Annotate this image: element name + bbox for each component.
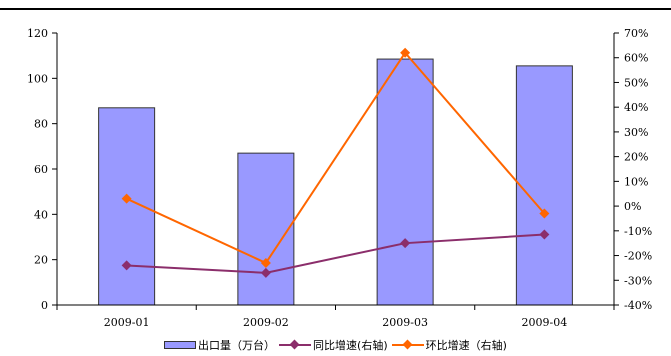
x-tick-label: 2009-03 bbox=[382, 316, 428, 329]
legend-item-exports: 出口量（万台） bbox=[164, 337, 275, 353]
legend-swatch-yoy bbox=[279, 339, 312, 350]
chart: 0 20 40 60 80 100 120 -40% -30% -20% -10% 0% 10% 20% 3… bbox=[0, 8, 671, 329]
y-tick-label-left: 0 bbox=[41, 299, 48, 312]
legend-item-yoy: 同比增速(右轴) bbox=[279, 337, 388, 353]
y-tick-label-left: 120 bbox=[27, 27, 48, 40]
x-tick-label: 2009-02 bbox=[243, 316, 289, 329]
y-tick-label-left: 60 bbox=[34, 163, 48, 176]
axes: 0 20 40 60 80 100 120 -40% -30% -20% -10% 0% 10% 20% 3… bbox=[27, 27, 652, 329]
legend-item-mom: 环比增速（右轴) bbox=[391, 337, 507, 353]
y-tick-label-left: 40 bbox=[34, 208, 48, 221]
x-tick-label: 2009-04 bbox=[522, 316, 568, 329]
y-tick-label-right: 70% bbox=[624, 27, 648, 40]
line-series-0 bbox=[126, 233, 545, 274]
marker-series-0-2009-02 bbox=[260, 267, 271, 278]
legend-label-yoy: 同比增速(右轴) bbox=[313, 339, 388, 352]
bar-2009-03 bbox=[376, 58, 434, 306]
marker-series-0-2009-03 bbox=[400, 238, 411, 249]
legend-label-mom: 环比增速（右轴) bbox=[425, 339, 507, 352]
line-series-1 bbox=[126, 51, 546, 265]
marker-series-0-2009-04 bbox=[539, 229, 550, 240]
marker-series-1-2009-01 bbox=[121, 193, 132, 204]
y-tick-label-right: 10% bbox=[624, 175, 648, 188]
y-tick-label-right: -40% bbox=[624, 299, 652, 312]
legend-label-exports: 出口量（万台） bbox=[198, 339, 276, 352]
line-series bbox=[121, 47, 550, 278]
legend-swatch-bar bbox=[164, 341, 197, 349]
marker-series-1-2009-02 bbox=[260, 257, 271, 268]
legend: 出口量（万台） 同比增速(右轴) 环比增速（右轴) bbox=[0, 337, 671, 353]
y-tick-label-left: 20 bbox=[34, 254, 48, 267]
marker-series-0-2009-01 bbox=[121, 260, 132, 271]
y-tick-label-left: 80 bbox=[34, 118, 48, 131]
y-tick-label-right: -30% bbox=[624, 274, 652, 287]
y-tick-label-right: -20% bbox=[624, 250, 652, 263]
bar-2009-02 bbox=[237, 152, 295, 306]
y-tick-label-right: 40% bbox=[624, 101, 648, 114]
marker-series-1-2009-03 bbox=[400, 47, 411, 58]
bar-2009-01 bbox=[98, 107, 156, 306]
marker-series-1-2009-04 bbox=[539, 208, 550, 219]
y-tick-label-right: 0% bbox=[624, 200, 641, 213]
x-tick-label: 2009-01 bbox=[104, 316, 150, 329]
y-tick-label-left: 100 bbox=[27, 72, 48, 85]
y-tick-label-right: -10% bbox=[624, 225, 652, 238]
y-tick-label-right: 20% bbox=[624, 151, 648, 164]
y-tick-label-right: 60% bbox=[624, 52, 648, 65]
bar-2009-04 bbox=[515, 65, 573, 306]
legend-swatch-mom bbox=[391, 339, 424, 350]
y-tick-label-right: 50% bbox=[624, 76, 648, 89]
y-tick-label-right: 30% bbox=[624, 126, 648, 139]
bar-series bbox=[98, 58, 573, 306]
